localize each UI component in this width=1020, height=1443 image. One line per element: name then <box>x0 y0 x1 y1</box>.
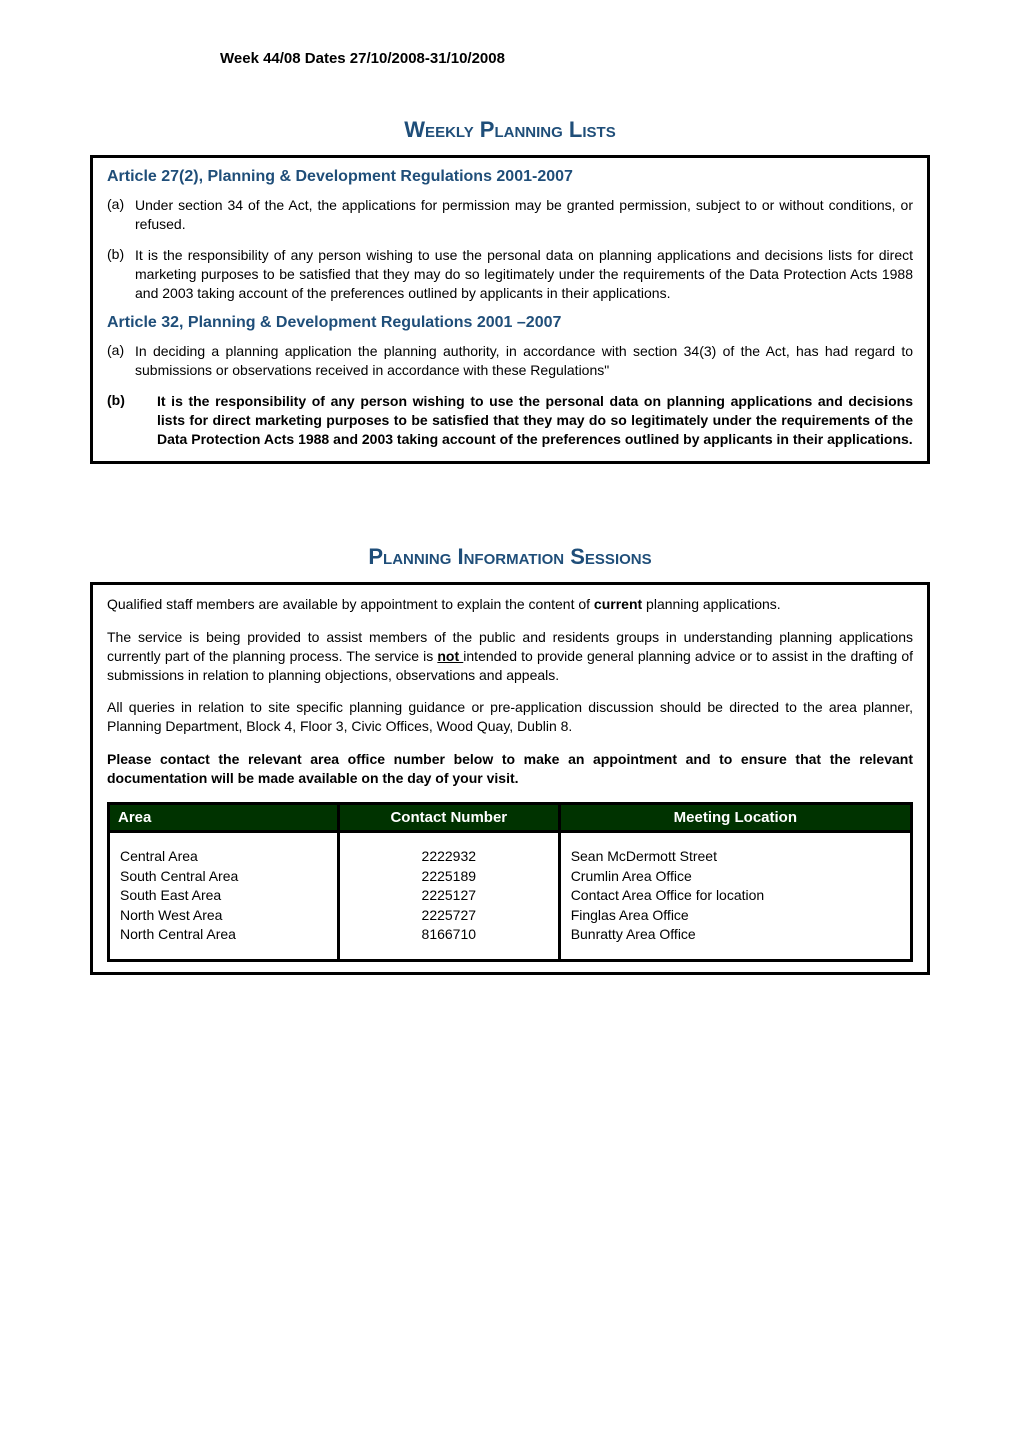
contact-number: 2222932 <box>422 848 477 864</box>
article-27-heading: Article 27(2), Planning & Development Re… <box>107 168 913 186</box>
list-item: (a) Under section 34 of the Act, the app… <box>107 196 913 234</box>
marker-b: (b) <box>107 392 135 449</box>
item-text-bold: It is the responsibility of any person w… <box>135 392 913 449</box>
meeting-location: Sean McDermott Street <box>571 848 717 864</box>
article-32-heading: Article 32, Planning & Development Regul… <box>107 314 913 332</box>
cell-areas: Central Area South Central Area South Ea… <box>109 832 339 961</box>
info-paragraph-3: All queries in relation to site specific… <box>107 698 913 736</box>
bold-text: It is the responsibility of any person w… <box>135 392 913 449</box>
area-name: South Central Area <box>120 868 238 884</box>
meeting-location: Finglas Area Office <box>571 907 689 923</box>
list-item: (a) In deciding a planning application t… <box>107 342 913 380</box>
info-paragraph-1: Qualified staff members are available by… <box>107 595 913 614</box>
regulations-box: Article 27(2), Planning & Development Re… <box>90 155 930 464</box>
item-text: In deciding a planning application the p… <box>135 342 913 380</box>
area-name: North Central Area <box>120 926 236 942</box>
area-name: Central Area <box>120 848 198 864</box>
list-item: (b) It is the responsibility of any pers… <box>107 392 913 449</box>
contact-number: 8166710 <box>422 926 477 942</box>
header-contact: Contact Number <box>338 804 559 832</box>
marker-a: (a) <box>107 342 135 380</box>
meeting-location: Crumlin Area Office <box>571 868 692 884</box>
info-paragraph-4: Please contact the relevant area office … <box>107 750 913 788</box>
header-meeting: Meeting Location <box>559 804 911 832</box>
header-area: Area <box>109 804 339 832</box>
contact-number: 2225127 <box>422 887 477 903</box>
table-header-row: Area Contact Number Meeting Location <box>109 804 912 832</box>
area-contact-table: Area Contact Number Meeting Location Cen… <box>107 802 913 962</box>
p1-text-c: planning applications. <box>642 596 781 612</box>
item-text: Under section 34 of the Act, the applica… <box>135 196 913 234</box>
info-paragraph-2: The service is being provided to assist … <box>107 628 913 685</box>
meeting-location: Bunratty Area Office <box>571 926 696 942</box>
area-name: North West Area <box>120 907 222 923</box>
list-item: (b) It is the responsibility of any pers… <box>107 246 913 303</box>
p1-text-a: Qualified staff members are available by… <box>107 596 594 612</box>
weekly-lists-title: Weekly Planning Lists <box>90 117 930 143</box>
marker-b: (b) <box>107 246 135 303</box>
page-header: Week 44/08 Dates 27/10/2008-31/10/2008 <box>220 50 930 67</box>
contact-number: 2225727 <box>422 907 477 923</box>
p1-current: current <box>594 596 642 612</box>
item-text: It is the responsibility of any person w… <box>135 246 913 303</box>
cell-locations: Sean McDermott Street Crumlin Area Offic… <box>559 832 911 961</box>
area-name: South East Area <box>120 887 221 903</box>
meeting-location: Contact Area Office for location <box>571 887 765 903</box>
cell-numbers: 2222932 2225189 2225127 2225727 8166710 <box>338 832 559 961</box>
marker-a: (a) <box>107 196 135 234</box>
contact-number: 2225189 <box>422 868 477 884</box>
table-row: Central Area South Central Area South Ea… <box>109 832 912 961</box>
info-sessions-title: Planning Information Sessions <box>90 544 930 570</box>
info-sessions-box: Qualified staff members are available by… <box>90 582 930 975</box>
p2-not: not <box>437 648 463 664</box>
